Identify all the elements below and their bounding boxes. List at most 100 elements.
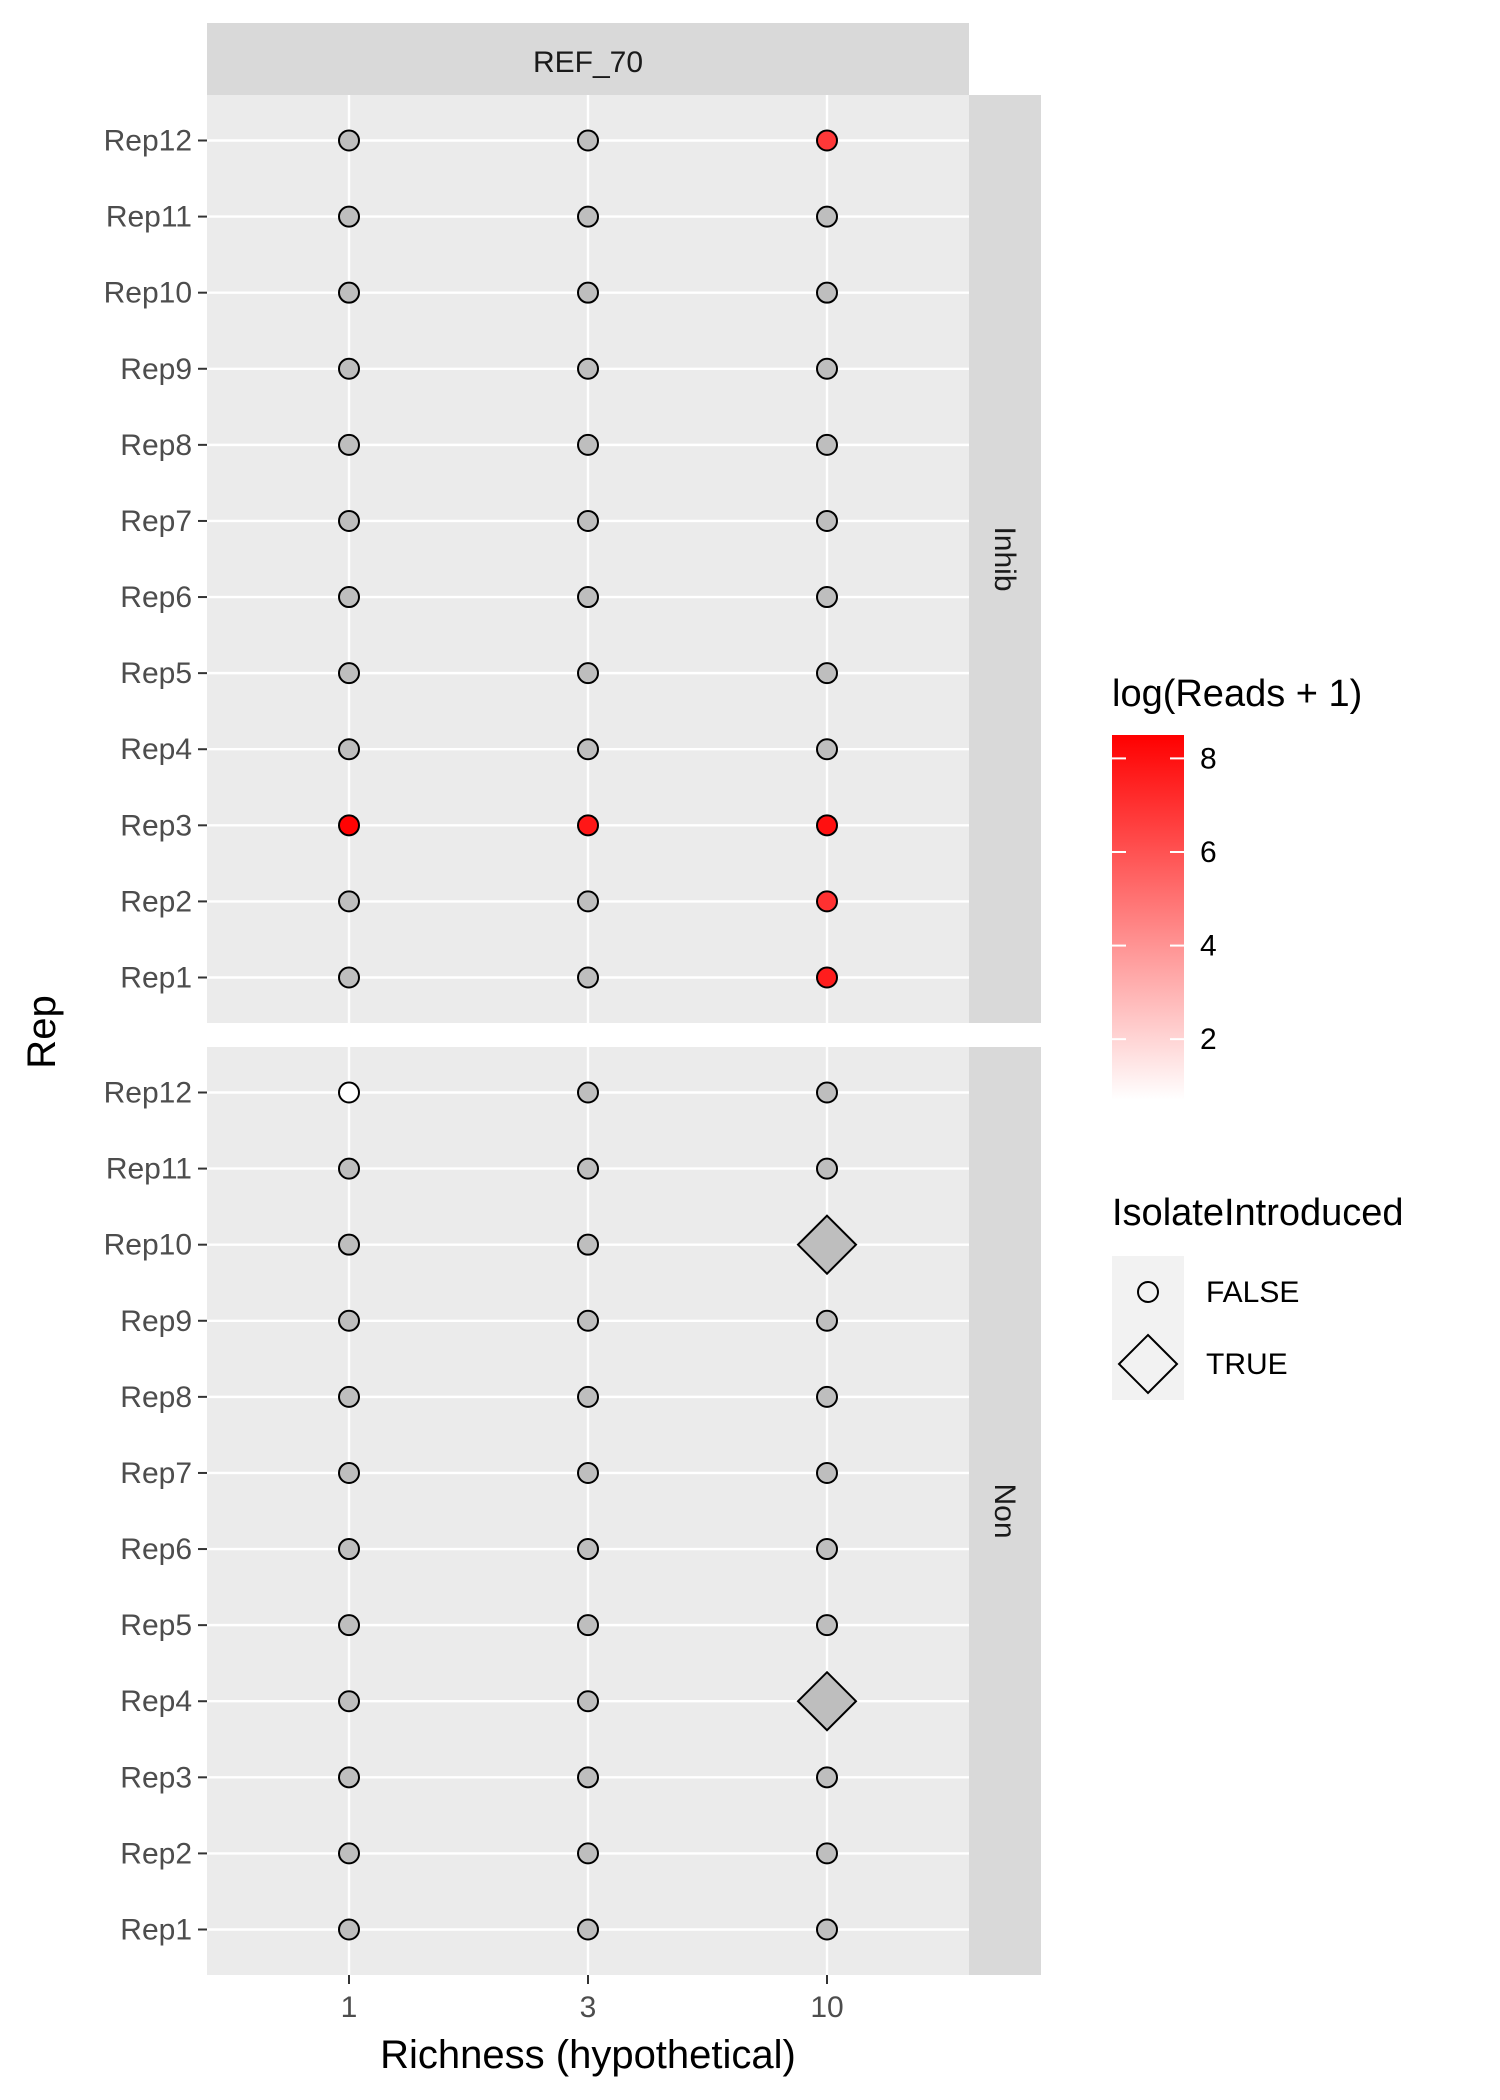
- y-tick-label: Rep6: [120, 1533, 192, 1566]
- data-point: [338, 1233, 360, 1256]
- color-legend-label: 4: [1200, 930, 1217, 963]
- facet-row-label: Inhib: [988, 526, 1021, 591]
- data-point: [338, 433, 360, 456]
- y-tick-label: Rep11: [106, 201, 192, 234]
- shape-legend-key: [1112, 1328, 1184, 1400]
- y-tick-label: Rep2: [120, 885, 192, 918]
- y-tick-label: Rep11: [106, 1153, 192, 1186]
- facet-column-label: REF_70: [533, 46, 643, 79]
- data-point: [577, 1385, 599, 1408]
- data-point: [338, 1918, 360, 1941]
- data-point: [577, 1081, 599, 1104]
- data-point: [816, 966, 838, 989]
- data-point: [338, 509, 360, 532]
- y-tick-label: Rep3: [120, 809, 192, 842]
- facet-column-strip-background: [207, 23, 969, 95]
- data-point: [577, 738, 599, 761]
- data-point: [338, 1309, 360, 1332]
- data-point: [338, 1385, 360, 1408]
- diamond-symbol: [1117, 1333, 1179, 1395]
- shape-legend: IsolateIntroduced FALSE TRUE: [1112, 1192, 1404, 1400]
- data-point: [338, 281, 360, 304]
- data-point: [816, 738, 838, 761]
- data-point: [816, 890, 838, 913]
- shape-legend-key: [1112, 1256, 1184, 1328]
- y-tick-label: Rep1: [120, 1914, 192, 1947]
- y-axis-title: Rep: [20, 995, 64, 1068]
- data-point: [338, 1842, 360, 1865]
- y-tick-label: Rep7: [120, 505, 192, 538]
- y-tick-label: Rep4: [120, 1685, 192, 1718]
- x-tick-label: 10: [810, 1991, 843, 2024]
- data-point: [816, 129, 838, 152]
- data-point: [816, 1309, 838, 1332]
- data-point: [577, 281, 599, 304]
- data-point: [338, 1081, 360, 1104]
- data-point: [577, 814, 599, 837]
- y-tick-label: Rep10: [104, 1229, 192, 1262]
- y-tick-label: Rep8: [120, 429, 192, 462]
- data-point: [816, 509, 838, 532]
- circle-symbol: [1137, 1281, 1159, 1303]
- shape-legend-label: TRUE: [1206, 1348, 1288, 1381]
- x-tick-label: 1: [341, 1991, 358, 2024]
- data-point-diamond: [796, 1214, 858, 1276]
- data-point: [338, 966, 360, 989]
- data-point: [577, 1614, 599, 1637]
- data-point: [338, 662, 360, 685]
- facet-column-strip: REF_70: [207, 23, 969, 95]
- facet-row-strip-non: Non: [969, 1047, 1041, 1975]
- y-tick-label: Rep9: [120, 353, 192, 386]
- color-legend-title: log(Reads + 1): [1112, 673, 1362, 715]
- data-point: [338, 738, 360, 761]
- y-tick-label: Rep12: [104, 1077, 192, 1110]
- data-point: [338, 357, 360, 380]
- facet-panels: [207, 95, 969, 1975]
- shape-legend-label: FALSE: [1206, 1276, 1299, 1309]
- data-point: [338, 1766, 360, 1789]
- data-point: [338, 1157, 360, 1180]
- data-point: [577, 662, 599, 685]
- data-point: [338, 129, 360, 152]
- y-tick-label: Rep10: [104, 277, 192, 310]
- y-axes: Rep1 Rep2 Rep3 Rep4 Rep5 Rep6 Rep7 Rep8 Rep9 Rep1…: [104, 125, 207, 1947]
- data-point: [816, 205, 838, 228]
- data-point: [816, 1842, 838, 1865]
- data-point: [577, 1157, 599, 1180]
- x-tick-label: 3: [580, 1991, 597, 2024]
- data-point: [577, 433, 599, 456]
- facet-row-strip-inhib: Inhib: [969, 95, 1041, 1023]
- data-point: [577, 1842, 599, 1865]
- data-point: [338, 1614, 360, 1637]
- data-point: [338, 890, 360, 913]
- color-legend-label: 8: [1200, 742, 1217, 775]
- data-point: [816, 1081, 838, 1104]
- data-point: [338, 205, 360, 228]
- shape-legend-title: IsolateIntroduced: [1112, 1192, 1404, 1234]
- data-point: [816, 1461, 838, 1484]
- facet-row-strip-background: [969, 1047, 1041, 1975]
- y-tick-label: Rep4: [120, 733, 192, 766]
- data-point: [816, 662, 838, 685]
- data-point: [577, 129, 599, 152]
- data-point: [577, 1690, 599, 1713]
- y-tick-label: Rep12: [104, 125, 192, 158]
- data-point: [816, 433, 838, 456]
- y-tick-label: Rep8: [120, 1381, 192, 1414]
- y-tick-label: Rep9: [120, 1305, 192, 1338]
- panel-inhib: [207, 95, 969, 1023]
- facet-row-strips: Inhib Non: [969, 95, 1041, 1975]
- data-point: [338, 814, 360, 837]
- data-point: [338, 1461, 360, 1484]
- y-tick-label: Rep5: [120, 657, 192, 690]
- data-point: [577, 1538, 599, 1561]
- y-tick-label: Rep7: [120, 1457, 192, 1490]
- color-legend-label: 2: [1200, 1023, 1217, 1056]
- data-point: [577, 1461, 599, 1484]
- y-tick-label: Rep1: [120, 962, 192, 995]
- color-legend: log(Reads + 1) 2 4 6 8: [1112, 673, 1362, 1100]
- y-tick-label: Rep3: [120, 1761, 192, 1794]
- data-point: [816, 1614, 838, 1637]
- data-point: [816, 1385, 838, 1408]
